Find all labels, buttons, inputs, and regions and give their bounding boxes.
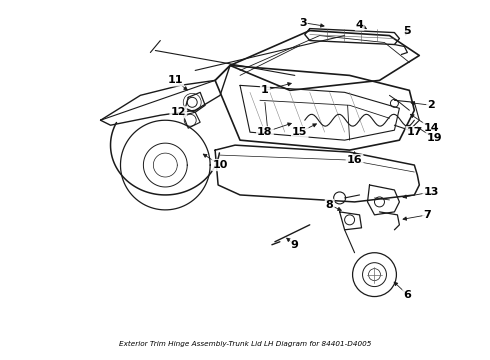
Text: 14: 14 xyxy=(423,123,439,133)
Text: 3: 3 xyxy=(299,18,307,28)
Text: 4: 4 xyxy=(356,19,364,30)
Text: 19: 19 xyxy=(426,133,442,143)
Text: 9: 9 xyxy=(291,240,299,250)
Text: 5: 5 xyxy=(404,26,411,36)
Text: 15: 15 xyxy=(292,127,308,137)
Text: 2: 2 xyxy=(427,100,435,110)
Text: 10: 10 xyxy=(212,160,228,170)
Text: 17: 17 xyxy=(407,127,422,137)
Text: 12: 12 xyxy=(171,107,186,117)
Text: 11: 11 xyxy=(168,75,183,85)
Text: 8: 8 xyxy=(326,200,334,210)
Text: 6: 6 xyxy=(403,289,411,300)
Text: 7: 7 xyxy=(423,210,431,220)
Text: 1: 1 xyxy=(261,85,269,95)
Text: Exterior Trim Hinge Assembly-Trunk Lid LH Diagram for 84401-D4005: Exterior Trim Hinge Assembly-Trunk Lid L… xyxy=(119,341,371,347)
Text: 18: 18 xyxy=(257,127,272,137)
Text: 16: 16 xyxy=(347,155,363,165)
Text: 13: 13 xyxy=(423,187,439,197)
